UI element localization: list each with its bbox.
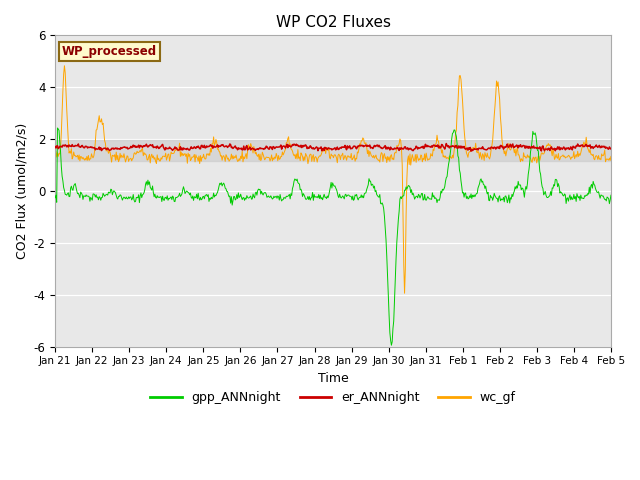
wc_gf: [119, 155, 127, 160]
er_ANNnight: [417, 144, 424, 150]
wc_gf: [62, 89, 70, 95]
Bar: [55, 141, 611, 161]
gpp_ANNnight: [388, 342, 396, 348]
wc_gf: [403, 212, 410, 218]
gpp_ANNnight: [62, 192, 70, 197]
Y-axis label: CO2 Flux (umol/m2/s): CO2 Flux (umol/m2/s): [15, 123, 28, 259]
wc_gf: [419, 159, 426, 165]
Line: er_ANNnight: er_ANNnight: [55, 144, 611, 151]
wc_gf: [51, 155, 59, 160]
wc_gf: [61, 63, 68, 69]
er_ANNnight: [204, 144, 212, 149]
er_ANNnight: [607, 146, 615, 152]
Line: gpp_ANNnight: gpp_ANNnight: [55, 128, 611, 345]
gpp_ANNnight: [176, 191, 184, 196]
er_ANNnight: [442, 141, 450, 146]
Legend: gpp_ANNnight, er_ANNnight, wc_gf: gpp_ANNnight, er_ANNnight, wc_gf: [145, 386, 520, 409]
er_ANNnight: [401, 144, 408, 150]
Title: WP CO2 Fluxes: WP CO2 Fluxes: [276, 15, 390, 30]
wc_gf: [176, 140, 184, 146]
Line: wc_gf: wc_gf: [55, 66, 611, 293]
gpp_ANNnight: [607, 192, 615, 198]
er_ANNnight: [467, 148, 475, 154]
wc_gf: [401, 290, 408, 296]
wc_gf: [607, 154, 615, 159]
Text: WP_processed: WP_processed: [62, 45, 157, 58]
wc_gf: [205, 151, 213, 156]
gpp_ANNnight: [51, 195, 59, 201]
X-axis label: Time: Time: [317, 372, 348, 385]
gpp_ANNnight: [205, 199, 213, 204]
gpp_ANNnight: [54, 125, 61, 131]
gpp_ANNnight: [419, 191, 426, 196]
er_ANNnight: [61, 142, 69, 148]
gpp_ANNnight: [403, 184, 410, 190]
er_ANNnight: [118, 145, 126, 151]
gpp_ANNnight: [119, 195, 127, 201]
er_ANNnight: [51, 144, 59, 150]
er_ANNnight: [175, 147, 182, 153]
